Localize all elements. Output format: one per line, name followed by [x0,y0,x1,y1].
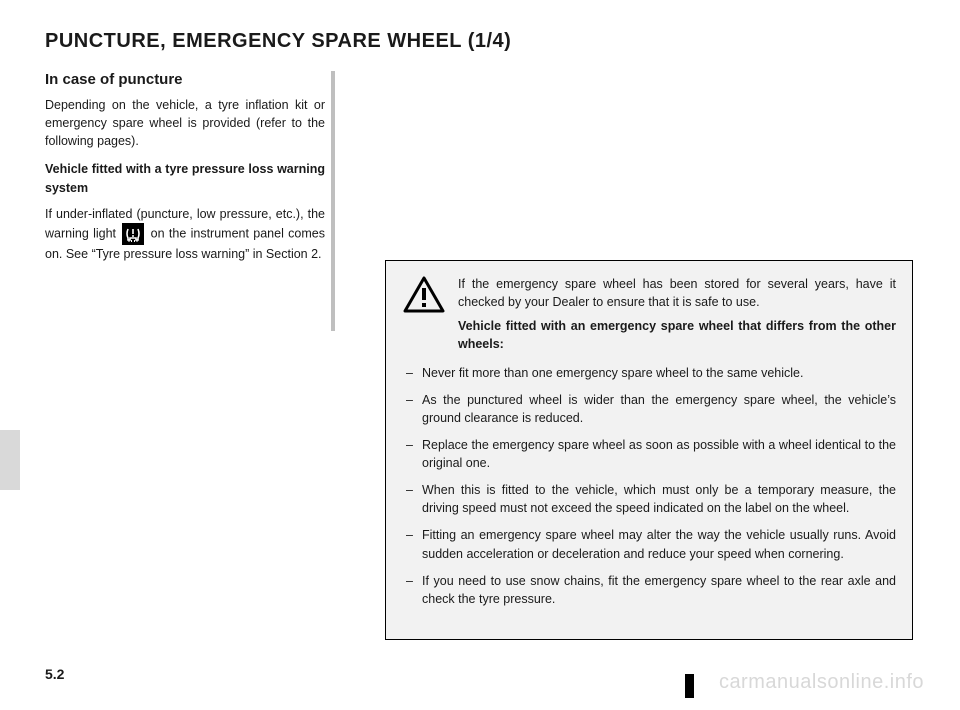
crop-mark [685,674,694,698]
list-item: When this is fitted to the vehicle, whic… [402,481,896,517]
list-item: Fitting an emergency spare wheel may alt… [402,526,896,562]
warning-box: If the emergency spare wheel has been st… [385,260,913,640]
paragraph-1: Depending on the vehicle, a tyre inflati… [45,96,325,150]
list-item: Never fit more than one emergency spare … [402,364,896,382]
title-suffix: (1/4) [468,30,512,52]
side-tab [0,430,20,490]
paragraph-2-bold: Vehicle fitted with a tyre pressure loss… [45,160,325,196]
content-columns: In case of puncture Depending on the veh… [45,71,915,273]
warning-intro-text: If the emergency spare wheel has been st… [458,277,896,309]
left-column: In case of puncture Depending on the veh… [45,71,325,273]
tyre-pressure-warning-icon [122,223,144,245]
list-item: If you need to use snow chains, fit the … [402,572,896,608]
page-number: 5.2 [45,666,64,682]
column-divider [331,71,335,331]
manual-page: PUNCTURE, EMERGENCY SPARE WHEEL (1/4) In… [0,0,960,710]
paragraph-3: If under-inflated (puncture, low pressur… [45,205,325,263]
warning-intro: If the emergency spare wheel has been st… [458,275,896,354]
page-title: PUNCTURE, EMERGENCY SPARE WHEEL (1/4) [45,30,915,53]
warning-bullet-list: Never fit more than one emergency spare … [402,364,896,608]
warning-header: If the emergency spare wheel has been st… [402,275,896,354]
warning-bold-text: Vehicle fitted with an emergency spare w… [458,317,896,353]
subheading: In case of puncture [45,71,325,88]
list-item: Replace the emergency spare wheel as soo… [402,436,896,472]
title-main: PUNCTURE, EMERGENCY SPARE WHEEL [45,30,468,52]
warning-triangle-icon [402,275,446,315]
watermark-text: carmanualsonline.info [719,671,924,694]
list-item: As the punctured wheel is wider than the… [402,391,896,427]
